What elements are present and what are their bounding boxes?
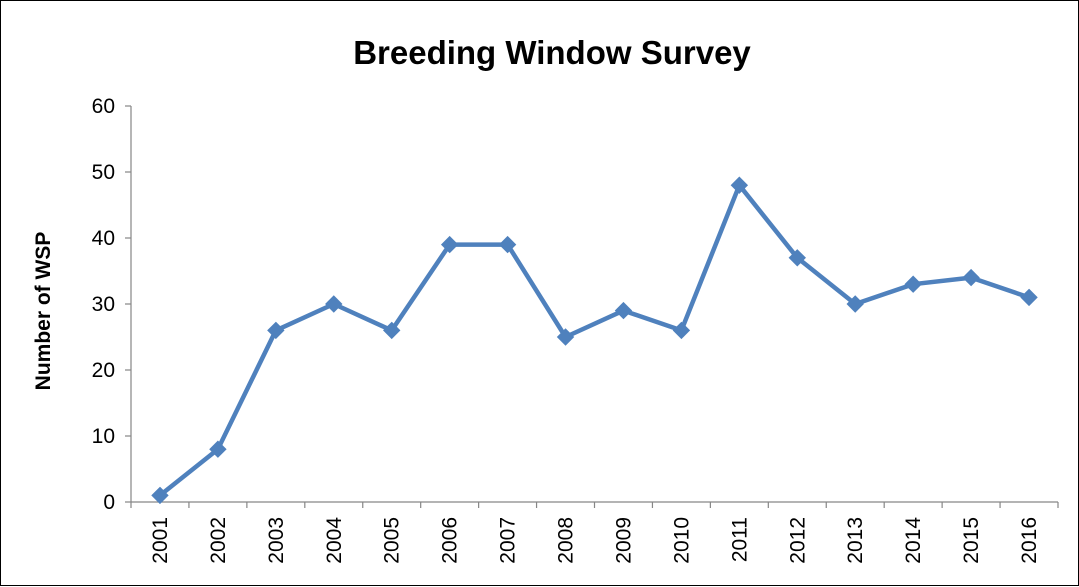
x-tick-label: 2012 [786,517,809,564]
y-tick-label: 40 [92,227,115,250]
x-tick-label: 2006 [439,517,462,564]
x-tick-label: 2002 [207,517,230,564]
y-tick-label: 20 [92,359,115,382]
y-tick-label: 0 [103,491,115,514]
x-tick-label: 2007 [497,517,520,564]
x-tick-label: 2001 [149,517,172,564]
data-point-2006 [440,235,459,254]
y-tick-label: 10 [92,425,115,448]
data-point-2002 [209,440,227,458]
data-point-2007 [498,235,517,254]
y-tick-label: 50 [92,161,115,184]
chart-title: Breeding Window Survey [353,34,751,71]
data-point-2013 [846,295,864,313]
data-point-2015 [962,268,980,287]
x-tick-label: 2010 [670,517,693,564]
x-tick-labels: 2001 2002 2003 2004 2005 2006 2007 2008 2009 2010… [149,517,1041,564]
series-group [151,176,1038,505]
data-point-2016 [1020,288,1038,307]
x-tick-label: 2015 [960,517,983,564]
data-point-2009 [614,301,633,320]
data-point-2001 [151,486,169,505]
axes [125,105,1059,508]
x-tick-label: 2005 [381,517,404,564]
data-point-2012 [788,249,806,267]
data-point-2010 [672,321,691,340]
data-point-2003 [267,321,285,340]
data-point-2014 [904,275,922,293]
y-tick-labels: 0 10 20 30 40 50 60 [92,95,115,514]
x-tick-label: 2004 [323,517,346,564]
x-tick-label: 2016 [1018,517,1041,564]
data-point-2005 [383,321,401,340]
x-tick-label: 2011 [728,517,751,562]
x-tick-label: 2009 [612,517,635,564]
data-point-2008 [556,328,575,346]
series-line [158,182,1030,498]
y-axis-label: Number of WSP [32,232,55,391]
x-tick-label: 2014 [902,517,925,564]
data-point-2004 [325,295,343,313]
y-tick-label: 60 [92,95,115,118]
y-tick-label: 30 [92,293,115,316]
x-tick-label: 2008 [555,517,578,564]
x-tick-label: 2013 [844,517,867,564]
x-tick-label: 2003 [265,517,288,564]
data-point-2011 [730,176,749,194]
